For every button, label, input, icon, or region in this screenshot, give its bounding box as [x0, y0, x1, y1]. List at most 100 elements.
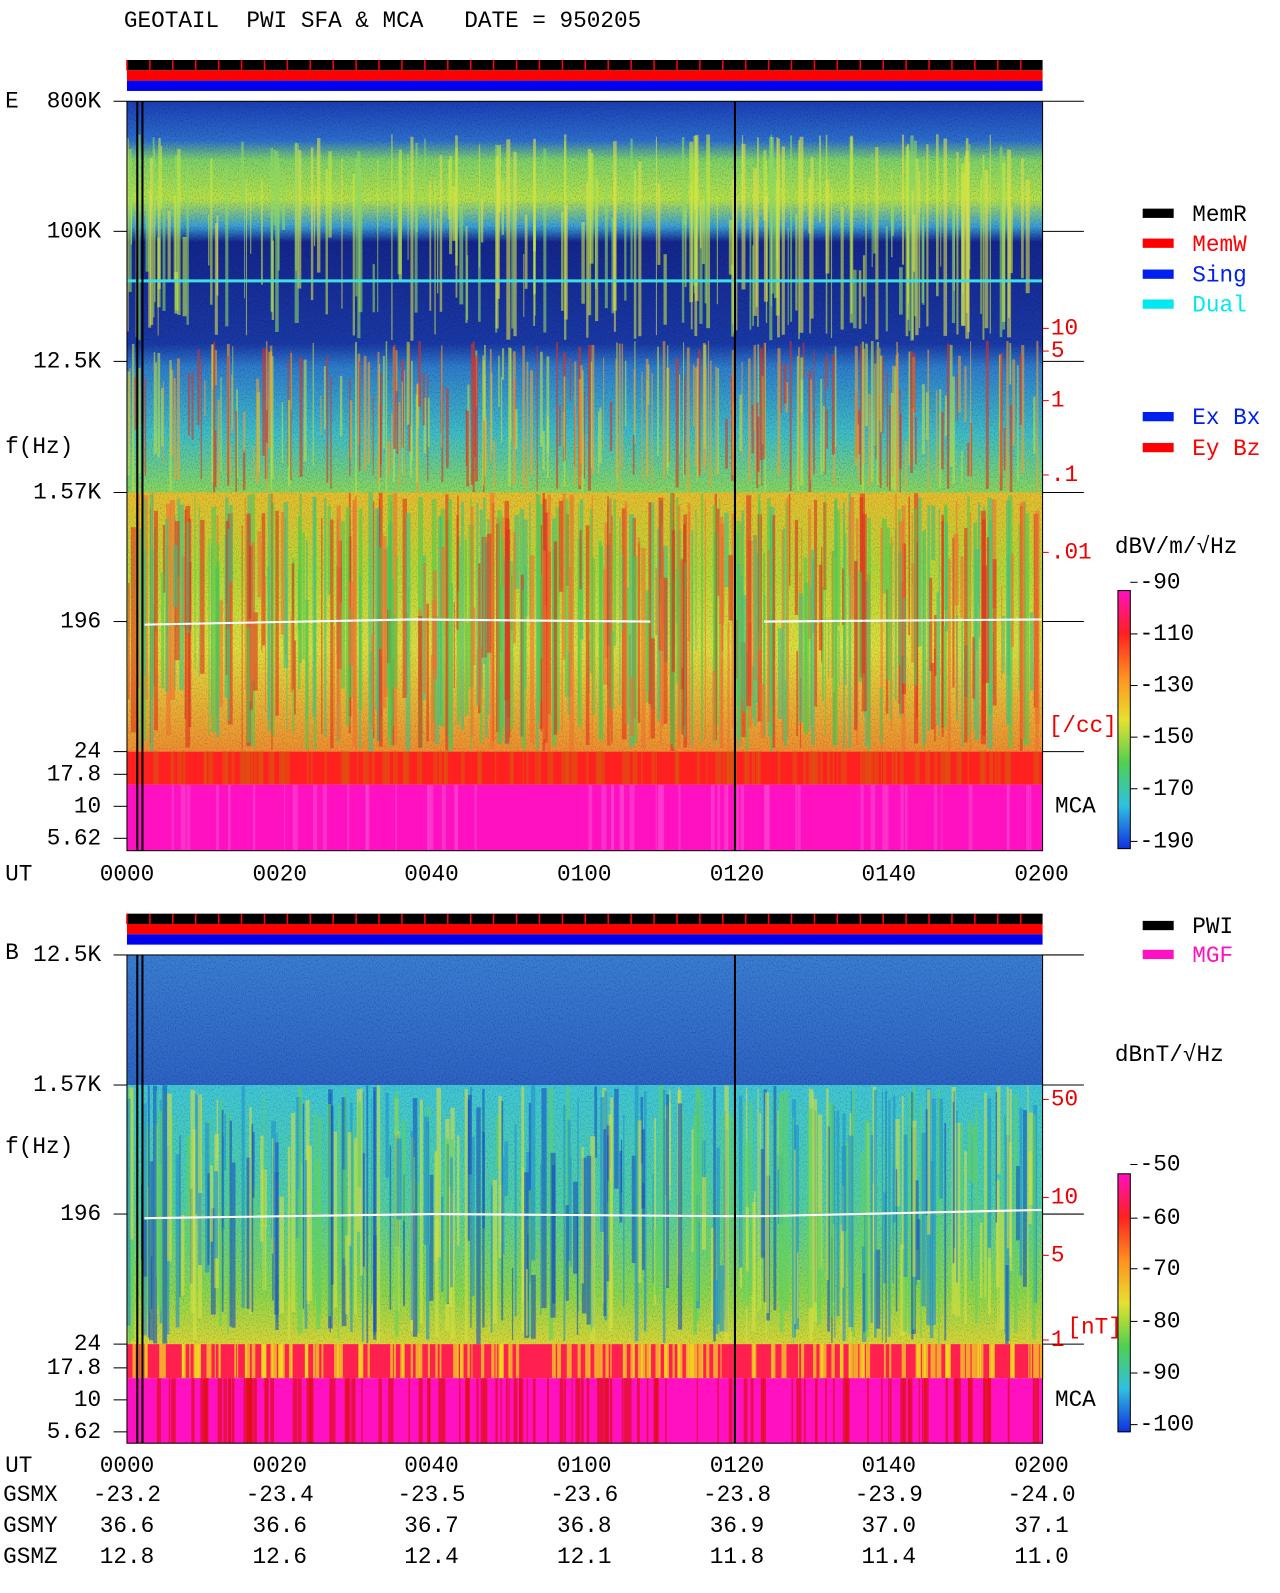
streak [330, 519, 334, 749]
time-tick-label: 0000 [100, 861, 154, 887]
streak [786, 497, 789, 737]
streak [742, 595, 747, 712]
mca-stripe [305, 1344, 308, 1379]
streak [609, 533, 611, 746]
mca-stripe [625, 751, 631, 785]
mca-stripe [194, 1344, 199, 1379]
streak [935, 390, 938, 482]
mca-stripe [924, 1378, 929, 1444]
streak [395, 350, 398, 392]
streak [997, 1177, 999, 1334]
streak [632, 434, 635, 475]
streak [666, 367, 670, 468]
streak [354, 342, 358, 493]
mca-stripe [557, 1344, 561, 1379]
streak [1019, 1107, 1023, 1276]
gyro-line [763, 618, 1042, 623]
streak [574, 361, 577, 485]
streak [686, 347, 690, 492]
streak [781, 146, 785, 335]
streak [423, 397, 427, 454]
streak [631, 1155, 637, 1263]
streak [650, 638, 655, 739]
streak [157, 203, 159, 336]
mca-stripe [476, 1378, 479, 1444]
mca-stripe [713, 1344, 718, 1379]
streak [967, 162, 970, 333]
streak [594, 166, 597, 290]
streak [167, 1093, 172, 1262]
streak [821, 586, 824, 702]
mca-stripe [345, 751, 350, 785]
mca-stripe [537, 751, 542, 785]
streak [679, 374, 681, 454]
streak [777, 628, 784, 720]
streak [235, 410, 238, 492]
streak [787, 227, 789, 325]
streak [699, 201, 702, 249]
streak [569, 357, 571, 402]
streak [788, 493, 791, 586]
streak [137, 134, 141, 340]
streak [530, 1085, 536, 1261]
mca-stripe [321, 1344, 324, 1379]
streak [702, 1092, 705, 1251]
mca-stripe [808, 751, 813, 785]
mca-stripe [153, 751, 159, 785]
streak [511, 176, 514, 329]
streak [447, 499, 452, 752]
streak [295, 142, 297, 271]
mca-stripe [848, 1344, 851, 1379]
mca-stripe [513, 1378, 518, 1444]
mca-stripe [881, 1378, 883, 1444]
mca-stripe [171, 1378, 176, 1444]
orbit-label: GSMX [3, 1482, 58, 1508]
mca-stripe [278, 1344, 283, 1379]
streak [577, 538, 582, 727]
mca-stripe [245, 1344, 248, 1379]
streak [591, 344, 595, 475]
streak [269, 345, 273, 413]
mca-stripe [925, 751, 930, 785]
streak [216, 215, 219, 296]
streak [915, 416, 917, 465]
streak [271, 502, 275, 737]
streak [130, 202, 133, 245]
mca-stripe [575, 1378, 581, 1444]
colorbar-tick-label: -80 [1140, 1308, 1181, 1334]
mca-stripe [820, 751, 823, 785]
streak [426, 1121, 430, 1340]
mca-stripe [1009, 1344, 1015, 1379]
streak [415, 142, 418, 233]
streak [811, 1091, 814, 1332]
mca-stripe [728, 1378, 733, 1444]
streak [501, 1157, 505, 1255]
streak [594, 1086, 598, 1158]
streak [341, 158, 343, 309]
mca-stripe [812, 751, 816, 785]
streak [412, 1098, 418, 1337]
streak [651, 373, 653, 483]
streak [273, 149, 276, 226]
streak [689, 141, 694, 303]
streak [984, 1092, 987, 1297]
streak [1009, 1088, 1012, 1271]
streak [798, 347, 800, 481]
streak [879, 687, 883, 744]
streak [177, 358, 180, 481]
orbit-value: 36.7 [404, 1513, 458, 1539]
freq-tick-label: 5.62 [47, 1419, 101, 1445]
streak [328, 151, 332, 238]
streak [345, 1235, 349, 1315]
streak [142, 1219, 148, 1277]
streak [131, 344, 135, 492]
streak [312, 496, 316, 718]
streak [434, 616, 440, 745]
streak [1036, 340, 1039, 492]
time-tick-label: 0200 [1014, 861, 1068, 887]
mca-stripe [622, 751, 626, 785]
streak [704, 368, 707, 466]
time-tick-label: 0040 [404, 1453, 458, 1479]
streak [643, 1091, 647, 1332]
streak [530, 1274, 536, 1339]
